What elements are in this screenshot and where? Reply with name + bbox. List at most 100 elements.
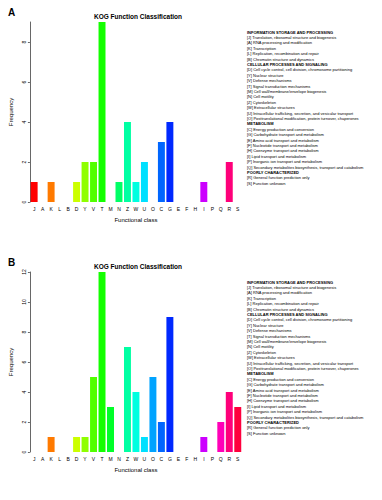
svg-text:[L] Replication, recombination: [L] Replication, recombination and repai… xyxy=(247,301,319,306)
svg-text:Y: Y xyxy=(83,206,87,212)
svg-text:[F] Nucleotide transport and m: [F] Nucleotide transport and metabolism xyxy=(247,393,319,398)
svg-text:[A] RNA processing and modific: [A] RNA processing and modification xyxy=(247,290,312,295)
svg-text:[G] Carbohydrate transport and: [G] Carbohydrate transport and metabolis… xyxy=(247,132,325,137)
svg-text:[T] Signal transduction mechan: [T] Signal transduction mechanisms xyxy=(247,84,310,89)
svg-text:[J] Translation, ribosomal str: [J] Translation, ribosomal structure and… xyxy=(247,285,336,290)
svg-text:Frequency: Frequency xyxy=(8,348,14,376)
svg-text:CELLULAR PROCESSES AND SIGNALI: CELLULAR PROCESSES AND SIGNALING xyxy=(247,62,328,67)
svg-text:J: J xyxy=(33,456,36,462)
svg-text:U: U xyxy=(143,456,147,462)
svg-text:[Q] Secondary metabolites bios: [Q] Secondary metabolites biosynthesis, … xyxy=(247,165,364,170)
svg-text:Q: Q xyxy=(219,206,223,212)
svg-text:[W] Extracellular structures: [W] Extracellular structures xyxy=(247,105,295,110)
svg-text:Frequency: Frequency xyxy=(8,98,14,126)
svg-text:D: D xyxy=(75,206,79,212)
svg-text:[V] Defense mechanisms: [V] Defense mechanisms xyxy=(247,78,291,83)
svg-text:K: K xyxy=(49,456,53,462)
svg-text:V: V xyxy=(92,206,96,212)
svg-text:[M] Cell wall/membrane/envelop: [M] Cell wall/membrane/envelope biogenes… xyxy=(247,339,326,344)
svg-text:J: J xyxy=(33,206,36,212)
svg-text:T: T xyxy=(100,456,103,462)
svg-text:L: L xyxy=(58,206,61,212)
svg-text:[B] Chromatin structure and dy: [B] Chromatin structure and dynamics xyxy=(247,307,314,312)
svg-text:[N] Cell motility: [N] Cell motility xyxy=(247,344,274,349)
svg-text:A: A xyxy=(41,456,45,462)
svg-text:Functional class: Functional class xyxy=(114,467,157,473)
svg-text:[H] Coenzyme transport and met: [H] Coenzyme transport and metabolism xyxy=(247,398,319,403)
svg-text:6: 6 xyxy=(21,80,27,83)
svg-text:2: 2 xyxy=(21,420,27,423)
svg-text:Z: Z xyxy=(126,206,129,212)
svg-text:Functional class: Functional class xyxy=(114,217,157,223)
svg-text:0: 0 xyxy=(21,450,27,453)
svg-text:R: R xyxy=(227,456,231,462)
svg-text:[V] Defense mechanisms: [V] Defense mechanisms xyxy=(247,328,291,333)
svg-text:B: B xyxy=(66,456,70,462)
svg-text:[T] Signal transduction mechan: [T] Signal transduction mechanisms xyxy=(247,334,310,339)
svg-text:6: 6 xyxy=(21,360,27,363)
svg-text:[H] Coenzyme transport and met: [H] Coenzyme transport and metabolism xyxy=(247,148,319,153)
svg-text:D: D xyxy=(75,456,79,462)
svg-text:[P] Inorganic ion transport an: [P] Inorganic ion transport and metaboli… xyxy=(247,409,323,414)
svg-text:CELLULAR PROCESSES AND SIGNALI: CELLULAR PROCESSES AND SIGNALING xyxy=(247,312,328,317)
svg-text:P: P xyxy=(211,456,215,462)
svg-text:12: 12 xyxy=(21,269,27,275)
svg-text:[G] Carbohydrate transport and: [G] Carbohydrate transport and metabolis… xyxy=(247,382,325,387)
svg-text:H: H xyxy=(194,206,198,212)
svg-text:S: S xyxy=(236,456,240,462)
svg-text:N: N xyxy=(117,206,121,212)
svg-text:I: I xyxy=(203,206,204,212)
svg-text:[N] Cell motility: [N] Cell motility xyxy=(247,94,274,99)
svg-text:G: G xyxy=(168,456,172,462)
svg-text:[S] Function unknown: [S] Function unknown xyxy=(247,181,285,186)
svg-text:KOG Function Classification: KOG Function Classification xyxy=(94,13,182,20)
svg-text:POORLY CHARACTERIZED: POORLY CHARACTERIZED xyxy=(247,170,299,175)
svg-text:[W] Extracellular structures: [W] Extracellular structures xyxy=(247,355,295,360)
svg-text:[K] Transcription: [K] Transcription xyxy=(247,46,276,51)
svg-text:[Z] Cytoskeleton: [Z] Cytoskeleton xyxy=(247,100,276,105)
svg-text:[I] Lipid transport and metabo: [I] Lipid transport and metabolism xyxy=(247,154,307,159)
svg-text:S: S xyxy=(236,206,240,212)
svg-text:C: C xyxy=(160,206,164,212)
svg-text:[S] Function unknown: [S] Function unknown xyxy=(247,431,285,436)
svg-text:H: H xyxy=(194,456,198,462)
svg-text:W: W xyxy=(134,206,139,212)
svg-text:I: I xyxy=(203,456,204,462)
svg-text:O: O xyxy=(151,206,155,212)
svg-text:[U] Intracellular trafficking,: [U] Intracellular trafficking, secretion… xyxy=(247,361,354,366)
svg-text:L: L xyxy=(58,456,61,462)
svg-text:[U] Intracellular trafficking,: [U] Intracellular trafficking, secretion… xyxy=(247,111,354,116)
svg-text:[C] Energy production and conv: [C] Energy production and conversion xyxy=(247,127,314,132)
svg-text:INFORMATION STORAGE AND PROCES: INFORMATION STORAGE AND PROCESSING xyxy=(247,30,333,35)
svg-text:O: O xyxy=(151,456,155,462)
svg-text:F: F xyxy=(185,206,188,212)
svg-text:U: U xyxy=(143,206,147,212)
svg-text:G: G xyxy=(168,206,172,212)
svg-text:[Z] Cytoskeleton: [Z] Cytoskeleton xyxy=(247,350,276,355)
svg-text:[D] Cell cycle control, cell d: [D] Cell cycle control, cell division, c… xyxy=(247,317,352,322)
svg-text:METABOLISM: METABOLISM xyxy=(247,371,274,376)
svg-text:[D] Cell cycle control, cell d: [D] Cell cycle control, cell division, c… xyxy=(247,67,352,72)
svg-text:0: 0 xyxy=(21,200,27,203)
svg-text:E: E xyxy=(177,206,181,212)
svg-text:B: B xyxy=(66,206,70,212)
svg-text:R: R xyxy=(227,206,231,212)
svg-text:[O] Posttranslational modifica: [O] Posttranslational modification, prot… xyxy=(247,366,359,371)
svg-text:8: 8 xyxy=(21,40,27,43)
svg-text:[A] RNA processing and modific: [A] RNA processing and modification xyxy=(247,40,312,45)
svg-text:[Q] Secondary metabolites bios: [Q] Secondary metabolites biosynthesis, … xyxy=(247,415,364,420)
svg-text:[K] Transcription: [K] Transcription xyxy=(247,296,276,301)
svg-text:Z: Z xyxy=(126,456,129,462)
svg-text:[E] Amino acid transport and m: [E] Amino acid transport and metabolism xyxy=(247,388,319,393)
svg-text:T: T xyxy=(100,206,103,212)
svg-text:INFORMATION STORAGE AND PROCES: INFORMATION STORAGE AND PROCESSING xyxy=(247,280,333,285)
svg-text:[R] General function predictio: [R] General function prediction only xyxy=(247,425,309,430)
svg-text:4: 4 xyxy=(21,390,27,393)
svg-text:E: E xyxy=(177,456,181,462)
svg-text:[I] Lipid transport and metabo: [I] Lipid transport and metabolism xyxy=(247,404,307,409)
svg-text:V: V xyxy=(92,456,96,462)
svg-text:POORLY CHARACTERIZED: POORLY CHARACTERIZED xyxy=(247,420,299,425)
svg-text:METABOLISM: METABOLISM xyxy=(247,121,274,126)
svg-text:A: A xyxy=(8,7,15,18)
svg-text:[E] Amino acid transport and m: [E] Amino acid transport and metabolism xyxy=(247,138,319,143)
